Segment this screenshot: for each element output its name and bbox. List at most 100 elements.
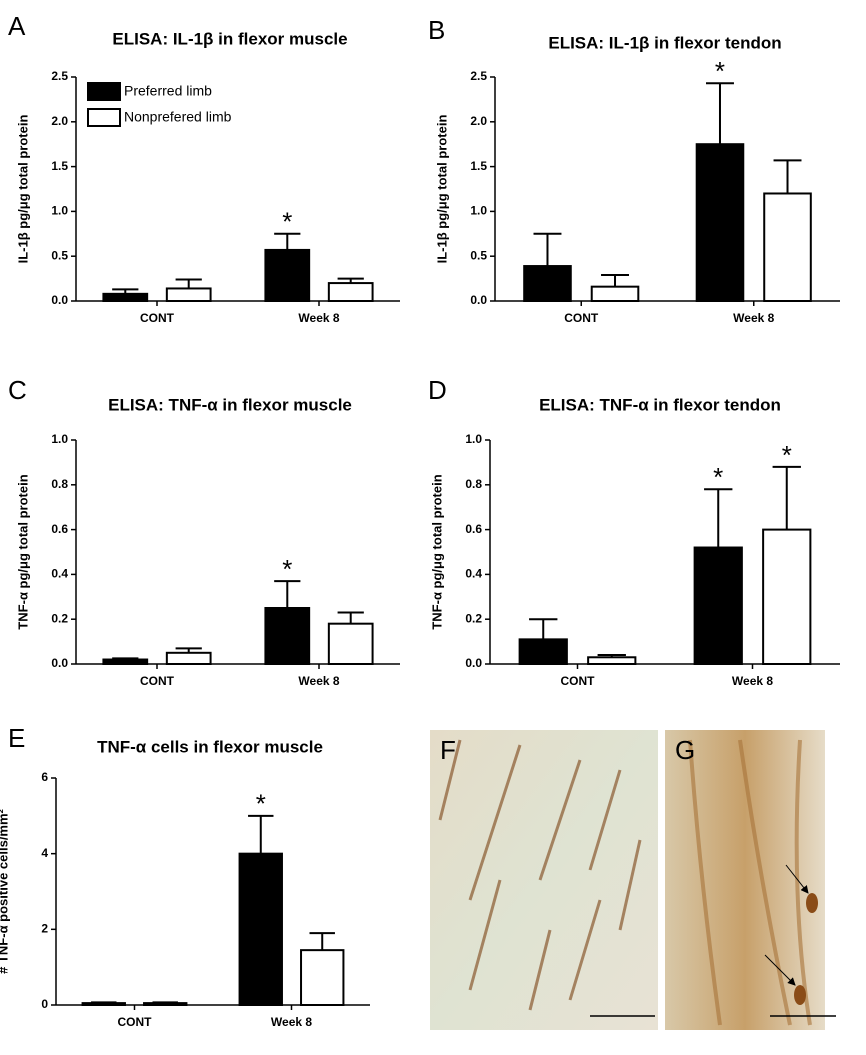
y-tick-label: 0.6: [51, 522, 68, 536]
y-tick-label: 0.4: [465, 567, 482, 581]
y-tick-label: 6: [41, 770, 48, 784]
x-tick-label: CONT: [561, 674, 596, 688]
y-axis-label: IL-1β pg/μg total protein: [15, 115, 30, 264]
y-tick-label: 2.0: [470, 114, 487, 128]
x-tick-label: Week 8: [298, 311, 339, 325]
significance-mark: *: [713, 462, 723, 492]
y-tick-label: 1.5: [51, 159, 68, 173]
bar: [523, 265, 572, 302]
bar: [695, 143, 745, 302]
y-axis-label: TNF-α pg/μg total protein: [429, 474, 444, 629]
bar: [264, 607, 311, 665]
bar: [763, 192, 812, 302]
legend-label: Nonprefered limb: [124, 109, 232, 125]
error-bar: [175, 278, 202, 289]
y-tick-label: 2.5: [470, 69, 487, 83]
y-tick-label: 2.5: [51, 69, 68, 83]
panel-label: F: [440, 735, 456, 765]
error-bar: [773, 159, 802, 194]
y-tick-label: 0.6: [465, 522, 482, 536]
y-tick-label: 1.0: [470, 204, 487, 218]
error-bar: [274, 232, 301, 250]
bar: [165, 651, 212, 665]
error-bar: [337, 277, 364, 284]
y-axis-label: IL-1β pg/μg total protein: [434, 115, 449, 264]
y-tick-label: 2: [41, 922, 48, 936]
y-tick-label: 1.0: [51, 204, 68, 218]
y-tick-label: 1.0: [465, 432, 482, 446]
x-tick-label: Week 8: [298, 674, 339, 688]
error-bar: [112, 657, 139, 660]
error-bar: [772, 465, 801, 530]
error-bar: [309, 932, 335, 951]
y-tick-label: 0: [41, 997, 48, 1011]
significance-mark: *: [782, 440, 792, 470]
panel-label: E: [8, 723, 25, 753]
y-tick-label: 0.2: [465, 611, 482, 625]
y-axis-label: TNF-α pg/μg total protein: [15, 474, 30, 629]
bar: [102, 292, 149, 303]
legend-swatch: [87, 108, 121, 127]
x-tick-label: Week 8: [271, 1015, 312, 1029]
chart-title: ELISA: TNF-α in flexor tendon: [539, 395, 781, 414]
y-tick-label: 0.0: [51, 293, 68, 307]
y-tick-label: 1.5: [470, 159, 487, 173]
bar: [264, 248, 311, 302]
panel-label: B: [428, 15, 445, 45]
bar: [81, 1002, 126, 1007]
legend-swatch: [87, 82, 121, 101]
bar: [693, 546, 743, 666]
x-tick-label: Week 8: [732, 674, 773, 688]
legend-label: Preferred limb: [124, 83, 212, 99]
y-tick-label: 0.0: [51, 656, 68, 670]
y-tick-label: 0.5: [51, 248, 68, 262]
y-tick-label: 0.0: [465, 656, 482, 670]
bar: [327, 282, 374, 302]
bar: [300, 949, 345, 1006]
error-bar: [529, 618, 558, 640]
bar: [518, 638, 568, 665]
error-bar: [533, 232, 562, 267]
panel-label: C: [8, 375, 27, 405]
significance-mark: *: [256, 789, 266, 819]
micrograph-g: G: [665, 730, 836, 1030]
y-tick-label: 0.8: [465, 477, 482, 491]
error-bar: [601, 274, 629, 287]
panel-label: G: [675, 735, 695, 765]
bar: [590, 285, 640, 303]
y-tick-label: 0.4: [51, 567, 68, 581]
error-bar: [704, 488, 733, 548]
error-bar: [274, 580, 301, 608]
panel-label: D: [428, 375, 447, 405]
error-bar: [337, 611, 364, 624]
error-bar: [706, 82, 734, 145]
chart-title: ELISA: IL-1β in flexor tendon: [548, 33, 781, 52]
x-tick-label: Week 8: [733, 311, 774, 325]
micrograph-f: F: [430, 730, 658, 1030]
y-tick-label: 1.0: [51, 432, 68, 446]
error-bar: [112, 288, 139, 294]
x-tick-label: CONT: [564, 311, 599, 325]
bar: [327, 622, 374, 665]
bar: [143, 1002, 188, 1007]
chart-title: TNF-α cells in flexor muscle: [97, 737, 323, 756]
y-tick-label: 4: [41, 846, 48, 860]
panel-label: A: [8, 11, 26, 41]
x-tick-label: CONT: [140, 674, 175, 688]
error-bar: [597, 654, 626, 658]
significance-mark: *: [715, 56, 725, 86]
x-tick-label: CONT: [140, 311, 175, 325]
y-axis-label: # TNF-α positive cells/mm²: [0, 808, 10, 973]
bar: [587, 656, 637, 666]
bar: [238, 852, 283, 1007]
error-bar: [152, 1001, 178, 1004]
error-bar: [175, 647, 202, 653]
chart-title: ELISA: TNF-α in flexor muscle: [108, 395, 352, 414]
error-bar: [91, 1001, 117, 1004]
y-tick-label: 0.5: [470, 248, 487, 262]
bar: [102, 658, 149, 666]
significance-mark: *: [282, 554, 292, 584]
error-bar: [248, 814, 274, 854]
bar: [762, 528, 812, 665]
